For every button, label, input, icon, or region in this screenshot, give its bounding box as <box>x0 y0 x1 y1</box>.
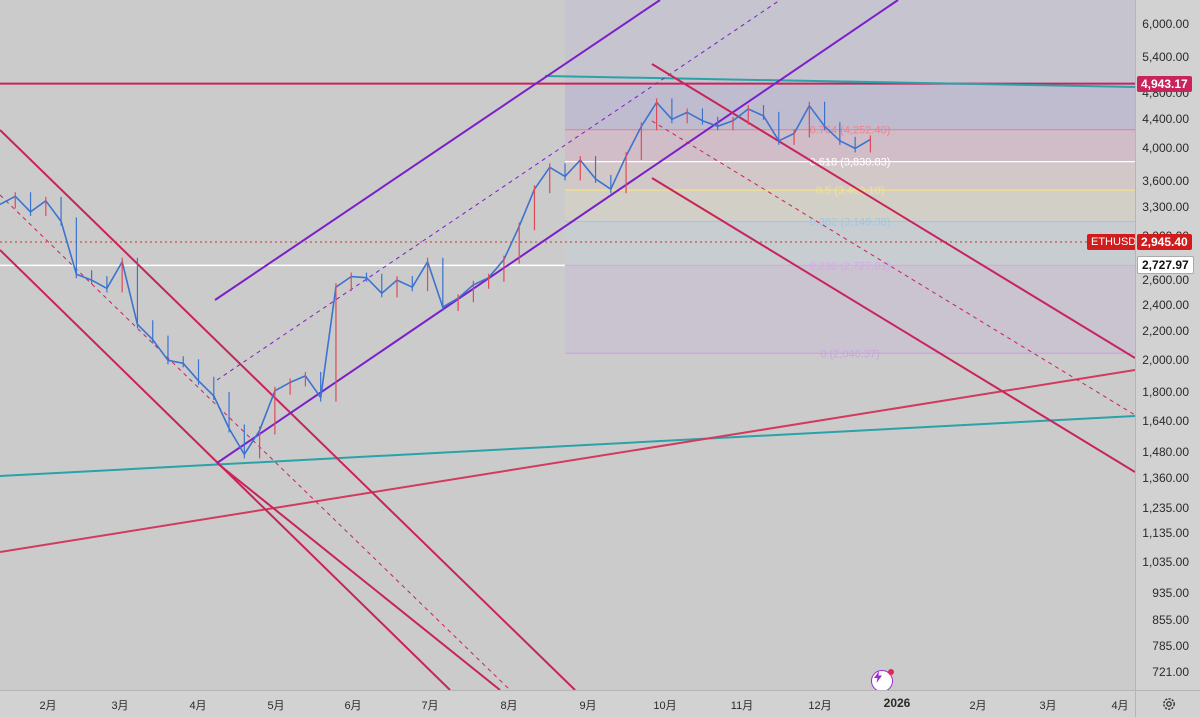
horizontal-line-price-tag: 2,727.97 <box>1137 256 1194 275</box>
fib-band <box>565 221 1135 266</box>
asc-channel-mid <box>216 0 781 381</box>
price-axis[interactable]: 6,000.00 5,400.00 4,800.00 4,400.00 4,000.00… <box>1135 0 1200 690</box>
price-line <box>0 101 871 456</box>
high-line-price-tag: 4,943.17 <box>1137 75 1192 92</box>
price-tick-label: 1,235.00 <box>1142 500 1189 515</box>
price-tick-label: 2,400.00 <box>1142 297 1189 312</box>
notification-dot <box>888 669 894 675</box>
time-tick-label: 9月 <box>579 700 597 712</box>
time-tick-label: 7月 <box>421 700 439 712</box>
symbol-label: ETHUSD <box>1087 233 1135 250</box>
teal-trendline-bottom <box>0 415 1135 477</box>
gear-icon[interactable] <box>1135 690 1200 717</box>
price-tick-label: 1,800.00 <box>1142 385 1189 400</box>
price-tick-label: 1,360.00 <box>1142 471 1189 486</box>
price-tick-label: 935.00 <box>1152 585 1189 600</box>
teal-trendline-top <box>544 75 1135 88</box>
asc-channel-upper <box>214 0 661 301</box>
price-tick-label: 3,600.00 <box>1142 173 1189 188</box>
price-tick-label: 2,200.00 <box>1142 324 1189 339</box>
chart-svg[interactable]: 1 (4,952.84)0.764 (4,252.40)0.618 (3,830… <box>0 0 1135 690</box>
time-tick-label: 4月 <box>1111 700 1129 712</box>
fib-level-label: 0.5 (3,490.10) <box>816 185 885 197</box>
price-tick-label: 721.00 <box>1152 665 1189 680</box>
price-tick-label: 3,300.00 <box>1142 200 1189 215</box>
time-tick-label: 2月 <box>39 700 57 712</box>
desc-channel-mid-1 <box>0 194 511 690</box>
time-tick-label: 10月 <box>653 700 677 712</box>
red-trendline-rising <box>0 369 1135 553</box>
fib-level-label: 0.764 (4,252.40) <box>810 125 891 137</box>
desc-channel-upper-2 <box>651 63 1135 359</box>
fib-level-label: 0.236 (2,727.81) <box>810 260 891 272</box>
time-tick-label: 6月 <box>344 700 362 712</box>
chart-plot-area[interactable]: 1 (4,952.84)0.764 (4,252.40)0.618 (3,830… <box>0 0 1135 690</box>
price-tick-label: 1,035.00 <box>1142 554 1189 569</box>
time-tick-label: 8月 <box>500 700 518 712</box>
price-tick-label: 5,400.00 <box>1142 49 1189 64</box>
lightning-icon[interactable] <box>871 669 894 690</box>
time-tick-label: 5月 <box>267 700 285 712</box>
time-tick-label: 2026 <box>883 696 911 710</box>
desc-channel-extension-1 <box>216 462 501 690</box>
price-tick-label: 6,000.00 <box>1142 17 1189 32</box>
price-tick-label: 4,000.00 <box>1142 141 1189 156</box>
time-tick-label: 3月 <box>111 700 129 712</box>
fib-level-label: 0 (2,046.37) <box>820 348 879 360</box>
desc-channel-upper-1 <box>0 129 576 690</box>
fib-band <box>565 265 1135 354</box>
time-tick-label: 3月 <box>1039 700 1057 712</box>
fib-band <box>565 190 1135 222</box>
price-tick-label: 2,000.00 <box>1142 353 1189 368</box>
fib-top-zone <box>565 0 1135 84</box>
time-axis[interactable]: 2月 3月 4月 5月 6月 7月 8月 9月 10月 11月 12月 2026 2月 3月 4月 <box>0 690 1135 717</box>
time-tick-label: 12月 <box>808 700 832 712</box>
price-tick-label: 1,640.00 <box>1142 413 1189 428</box>
price-tick-label: 785.00 <box>1152 639 1189 654</box>
time-tick-label: 11月 <box>730 700 754 712</box>
asc-channel-lower <box>216 0 899 464</box>
time-tick-label: 4月 <box>189 700 207 712</box>
price-tick-label: 855.00 <box>1152 613 1189 627</box>
fib-level-label: 0.382 (3,149.38) <box>810 216 891 228</box>
price-tick-label: 2,600.00 <box>1142 273 1189 288</box>
time-tick-label: 2月 <box>969 700 987 712</box>
price-tick-label: 4,400.00 <box>1142 112 1189 127</box>
price-tick-label: 1,480.00 <box>1142 445 1189 460</box>
desc-channel-lower-2 <box>651 177 1135 473</box>
price-tick-label: 1,135.00 <box>1142 526 1189 541</box>
desc-channel-mid-2 <box>651 120 1135 416</box>
fib-level-label: 0.618 (3,830.83) <box>810 157 891 169</box>
last-price-tag: 2,945.40 <box>1137 233 1192 250</box>
